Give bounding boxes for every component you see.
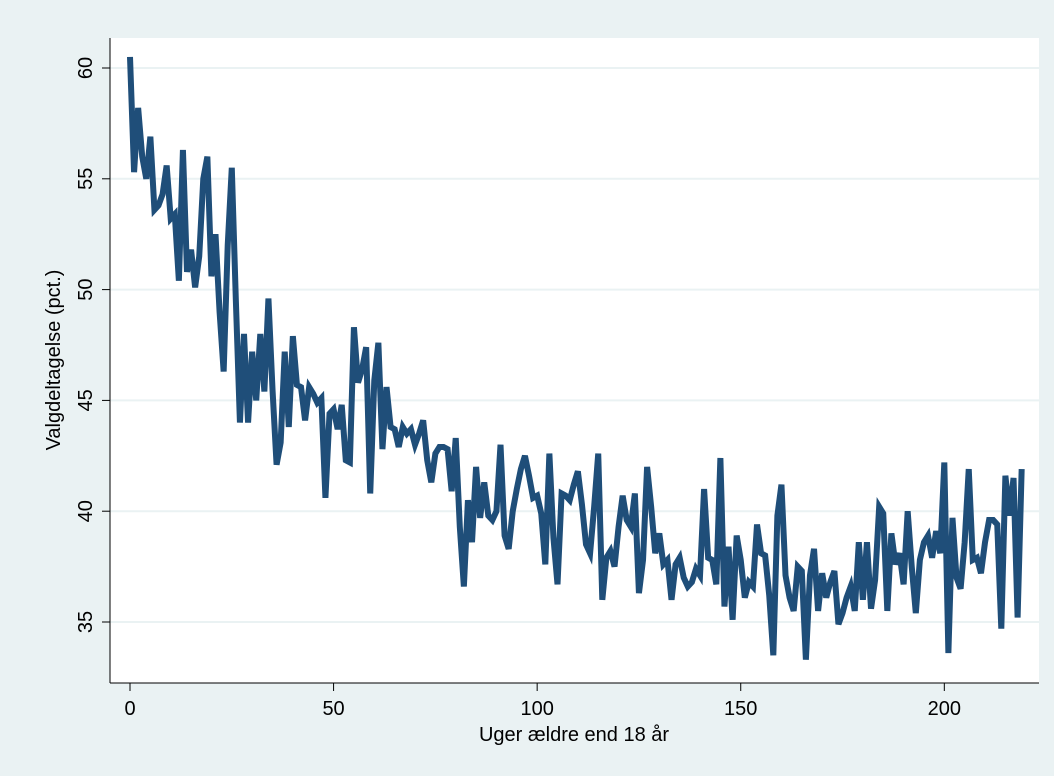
- y-tick-label-40: 40: [75, 500, 97, 522]
- y-tick-label-45: 45: [75, 389, 97, 411]
- x-axis-ticks: 0 50 100 150 200: [124, 683, 961, 720]
- x-tick-label-0: 0: [124, 698, 135, 720]
- x-tick-label-50: 50: [322, 698, 344, 720]
- y-axis-ticks: 35 40 45 50 55 60: [75, 57, 110, 633]
- y-tick-label-55: 55: [75, 168, 97, 190]
- y-tick-label-35: 35: [75, 611, 97, 633]
- y-tick-label-50: 50: [75, 278, 97, 300]
- x-tick-label-100: 100: [520, 698, 553, 720]
- y-axis-label: Valgdeltagelse (pct.): [43, 270, 65, 451]
- series-layer: [127, 56, 1025, 660]
- x-tick-label-200: 200: [928, 698, 961, 720]
- gridlines: [110, 67, 1039, 623]
- y-tick-label-60: 60: [75, 57, 97, 79]
- x-axis-label: Uger ældre end 18 år: [479, 724, 669, 746]
- x-tick-label-150: 150: [724, 698, 757, 720]
- series-line-0: [127, 56, 1025, 660]
- axes: [109, 38, 1039, 684]
